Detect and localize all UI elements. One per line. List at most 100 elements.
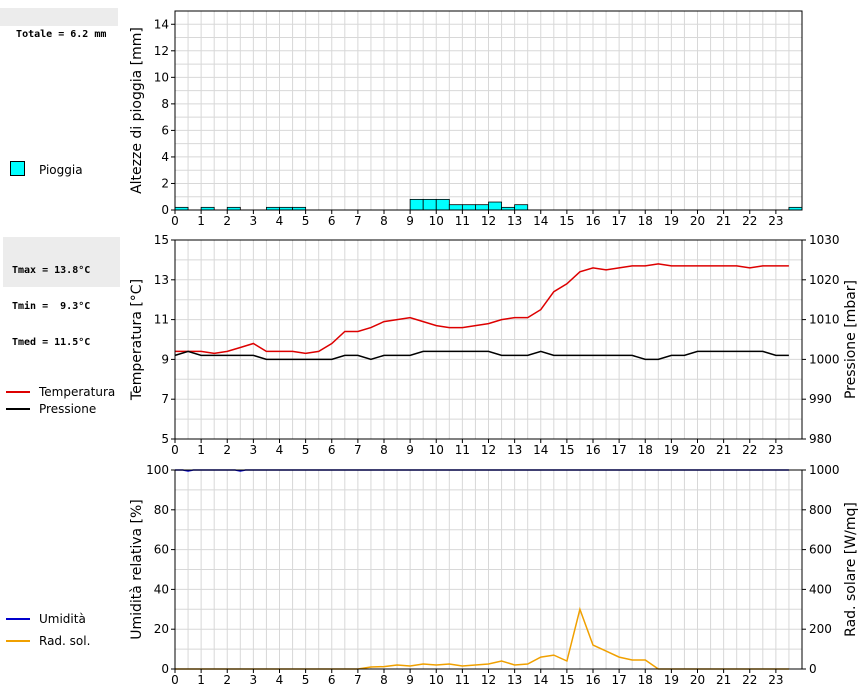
x-tick-label: 4 (276, 214, 284, 228)
temperature-legend-label: Temperatura (39, 385, 116, 399)
y2-tick-label: 1030 (809, 233, 840, 247)
x-tick-label: 18 (638, 673, 653, 687)
y2-tick-label: 1000 (809, 352, 840, 366)
rain-bar (475, 204, 489, 211)
x-tick-label: 23 (768, 214, 783, 228)
x-tick-label: 14 (533, 214, 548, 228)
humidity-legend-label: Umidità (39, 612, 86, 626)
x-tick-label: 21 (716, 673, 731, 687)
x-tick-label: 12 (481, 673, 496, 687)
x-tick-label: 19 (664, 673, 679, 687)
series-line-pressione (174, 350, 789, 361)
x-tick-label: 16 (585, 443, 600, 457)
x-tick-label: 14 (533, 443, 548, 457)
x-tick-label: 22 (742, 673, 757, 687)
x-tick-label: 18 (638, 443, 653, 457)
x-tick-label: 5 (302, 443, 310, 457)
rain-legend-label: Pioggia (39, 163, 83, 177)
rain-total-label: Totale = 6.2 mm (16, 29, 107, 40)
x-tick-label: 3 (250, 214, 258, 228)
x-tick-label: 15 (559, 673, 574, 687)
y-tick-label: 2 (161, 176, 169, 190)
temperature-legend-line (6, 391, 30, 393)
pressure-legend-line (6, 408, 30, 410)
y2-tick-label: 400 (809, 582, 832, 596)
x-tick-label: 17 (611, 673, 626, 687)
y-axis-label: Temperatura [°C] (129, 279, 145, 401)
rain-bar (422, 198, 437, 211)
x-tick-label: 18 (638, 214, 653, 228)
x-tick-label: 4 (276, 673, 284, 687)
y-tick-label: 7 (161, 392, 169, 406)
rain-bar (435, 198, 450, 211)
rain-bar (461, 204, 476, 211)
x-tick-label: 10 (429, 673, 444, 687)
y2-tick-label: 0 (809, 662, 817, 676)
x-tick-label: 6 (328, 214, 336, 228)
x-tick-label: 12 (481, 443, 496, 457)
x-tick-label: 1 (197, 673, 205, 687)
rain-bar (488, 201, 502, 211)
x-tick-label: 17 (611, 443, 626, 457)
y2-tick-label: 990 (809, 392, 832, 406)
x-tick-label: 2 (223, 443, 231, 457)
x-tick-label: 22 (742, 214, 757, 228)
x-tick-label: 12 (481, 214, 496, 228)
x-tick-label: 8 (380, 673, 388, 687)
x-tick-label: 1 (197, 214, 205, 228)
x-tick-label: 13 (507, 673, 522, 687)
x-tick-label: 6 (328, 443, 336, 457)
x-tick-label: 23 (768, 673, 783, 687)
y-tick-label: 40 (154, 582, 169, 596)
temp-stats-box: Tmax = 13.8°C Tmin = 9.3°C Tmed = 11.5°C (3, 237, 120, 348)
x-tick-label: 10 (429, 214, 444, 228)
tmin-label: Tmin = 9.3°C (12, 301, 91, 312)
y-tick-label: 0 (161, 662, 169, 676)
y-tick-label: 20 (154, 622, 169, 636)
y2-tick-label: 800 (809, 503, 832, 517)
x-tick-label: 13 (507, 443, 522, 457)
y-tick-label: 4 (161, 150, 169, 164)
x-tick-label: 7 (354, 214, 362, 228)
y-tick-label: 13 (154, 273, 169, 287)
x-tick-label: 20 (690, 673, 705, 687)
y2-tick-label: 200 (809, 622, 832, 636)
tmax-label: Tmax = 13.8°C (12, 265, 91, 276)
x-tick-label: 9 (406, 443, 414, 457)
y-tick-label: 0 (161, 203, 169, 217)
solar-legend-line (6, 640, 30, 642)
y-tick-label: 9 (161, 352, 169, 366)
y-axis-label: Umidità relativa [%] (129, 499, 145, 640)
pressure-legend-label: Pressione (39, 402, 97, 416)
y-tick-label: 8 (161, 97, 169, 111)
humidity-legend-line (6, 618, 30, 620)
y2-axis-label: Pressione [mbar] (843, 280, 859, 399)
x-tick-label: 14 (533, 673, 548, 687)
x-tick-label: 15 (559, 214, 574, 228)
x-tick-label: 7 (354, 443, 362, 457)
x-tick-label: 3 (250, 443, 258, 457)
y-tick-label: 80 (154, 503, 169, 517)
y2-tick-label: 1000 (809, 463, 840, 477)
series-line-temperatura (175, 263, 789, 355)
x-tick-label: 22 (742, 443, 757, 457)
y-tick-label: 15 (154, 233, 169, 247)
x-tick-label: 19 (664, 214, 679, 228)
x-tick-label: 16 (585, 214, 600, 228)
x-tick-label: 3 (250, 673, 258, 687)
rain-bar (448, 204, 463, 211)
rain-total-box: Totale = 6.2 mm (0, 8, 118, 40)
y-tick-label: 10 (154, 70, 169, 84)
x-tick-label: 20 (690, 214, 705, 228)
x-tick-label: 21 (716, 214, 731, 228)
x-tick-label: 5 (302, 214, 310, 228)
x-tick-label: 4 (276, 443, 284, 457)
x-tick-label: 19 (664, 443, 679, 457)
tmed-label: Tmed = 11.5°C (12, 337, 91, 348)
x-tick-label: 11 (455, 214, 470, 228)
y2-tick-label: 1020 (809, 273, 840, 287)
y2-tick-label: 1010 (809, 313, 840, 327)
x-tick-label: 8 (380, 214, 388, 228)
y-tick-label: 11 (154, 313, 169, 327)
